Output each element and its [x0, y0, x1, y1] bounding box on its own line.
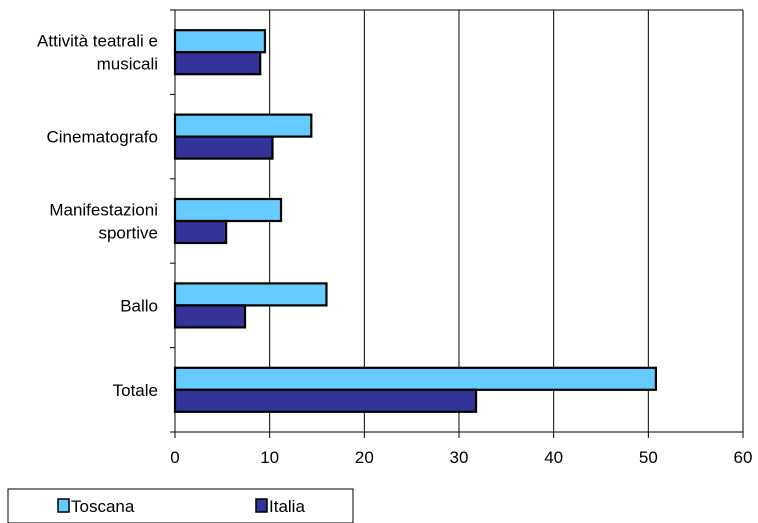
bar-italia-0 [173, 51, 262, 76]
category-labels: Attività teatrali e musicali Cinematografo… [37, 32, 158, 400]
bar-italia-2 [173, 219, 228, 245]
bar-italia-3 [173, 304, 247, 329]
bars [173, 29, 658, 413]
axes [170, 9, 744, 438]
bar-toscana-1 [173, 113, 313, 138]
bar-toscana-4 [173, 366, 658, 391]
bar-italia-1 [173, 135, 274, 160]
legend: Toscana Italia [7, 488, 354, 523]
bar-toscana-3 [173, 282, 328, 307]
legend-swatch-italia [255, 498, 268, 513]
grid-lines [269, 10, 744, 432]
x-tick-label: 60 [734, 448, 753, 467]
x-tick-labels: 0 10 20 30 40 50 60 [170, 448, 752, 467]
x-tick-label: 40 [544, 448, 563, 467]
category-label: Attività teatrali e musicali [37, 32, 158, 74]
category-label: Manifestazioni sportive [49, 201, 158, 243]
x-tick-label: 10 [260, 448, 279, 467]
bar-toscana-2 [173, 197, 283, 223]
bar-toscana-0 [173, 29, 267, 54]
x-tick-label: 50 [639, 448, 658, 467]
category-label: Totale [113, 381, 158, 400]
bar-italia-4 [173, 388, 478, 413]
legend-label-toscana: Toscana [71, 497, 135, 516]
x-tick-label: 30 [450, 448, 469, 467]
x-tick-label: 0 [170, 448, 179, 467]
category-label: Cinematografo [46, 128, 158, 147]
legend-swatch-toscana [57, 498, 70, 513]
category-label: Ballo [120, 296, 158, 315]
x-tick-label: 20 [355, 448, 374, 467]
legend-label-italia: Italia [269, 497, 305, 516]
